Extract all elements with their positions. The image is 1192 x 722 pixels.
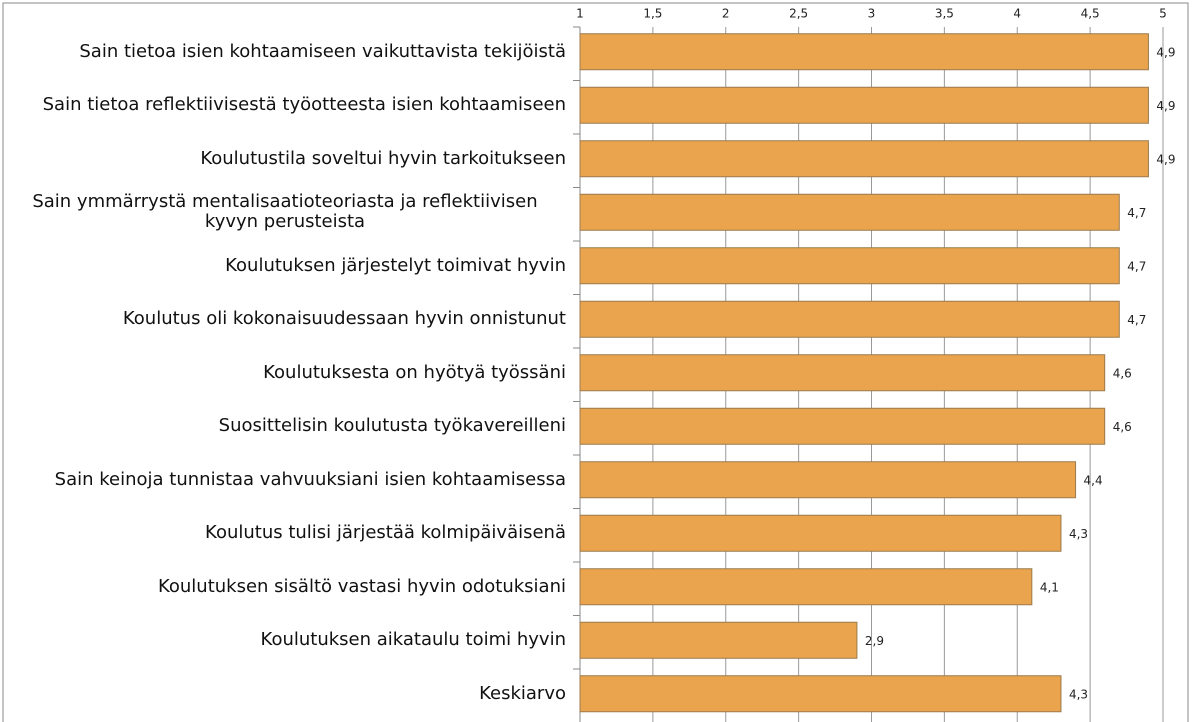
category-label: Sain tietoa reflektiivisestä työotteesta… (42, 94, 566, 116)
value-label: 4,7 (1127, 206, 1146, 220)
category-label: Koulutus oli kokonaisuudessaan hyvin onn… (122, 308, 566, 330)
bar (579, 675, 1062, 713)
bar (579, 300, 1120, 338)
x-tick-label: 2 (722, 7, 730, 21)
bar (579, 354, 1106, 392)
category-label-box: Koulutus oli kokonaisuudessaan hyvin onn… (4, 294, 566, 344)
x-tick-label: 5 (1159, 7, 1167, 21)
x-tick-label: 2,5 (789, 7, 808, 21)
value-label: 4,6 (1113, 420, 1132, 434)
bar (579, 407, 1106, 445)
bar (579, 568, 1033, 606)
value-label: 4,9 (1156, 99, 1175, 113)
bar (579, 247, 1120, 285)
value-label: 4,3 (1069, 687, 1088, 701)
category-label-box: Sain tietoa reflektiivisestä työotteesta… (4, 80, 566, 130)
bar (579, 461, 1077, 499)
category-label: Sain keinoja tunnistaa vahvuuksiani isie… (54, 468, 566, 490)
category-label-box: Koulutuksen järjestelyt toimivat hyvin (4, 241, 566, 291)
bar (579, 193, 1120, 231)
value-label: 4,7 (1127, 313, 1146, 327)
category-label-box: Koulutus tulisi järjestää kolmipäiväisen… (4, 508, 566, 558)
category-label: Sain ymmärrystä mentalisaatioteoriasta j… (32, 191, 538, 233)
category-label: Koulutustila soveltui hyvin tarkoituksee… (200, 147, 566, 169)
category-label: Koulutuksen järjestelyt toimivat hyvin (225, 254, 566, 276)
category-label: Koulutuksesta on hyötyä työssäni (263, 361, 566, 383)
value-label: 4,9 (1156, 152, 1175, 166)
value-label: 4,3 (1069, 527, 1088, 541)
bar (579, 514, 1062, 552)
x-tick-label: 3 (868, 7, 876, 21)
category-label-box: Sain keinoja tunnistaa vahvuuksiani isie… (4, 455, 566, 505)
category-label-box: Sain tietoa isien kohtaamiseen vaikuttav… (4, 27, 566, 77)
category-label: Keskiarvo (479, 682, 566, 704)
category-label-box: Koulutuksesta on hyötyä työssäni (4, 348, 566, 398)
category-label-box: Koulutustila soveltui hyvin tarkoituksee… (4, 134, 566, 184)
value-label: 2,9 (865, 634, 884, 648)
category-label-box: Suosittelisin koulutusta työkavereilleni (4, 401, 566, 451)
category-label: Koulutuksen sisältö vastasi hyvin odotuk… (157, 575, 566, 597)
x-tick-label: 3,5 (935, 7, 954, 21)
bar (579, 86, 1149, 124)
value-label: 4,1 (1040, 580, 1059, 594)
category-label-box: Sain ymmärrystä mentalisaatioteoriasta j… (4, 187, 566, 237)
category-label-box: Koulutuksen sisältö vastasi hyvin odotuk… (4, 562, 566, 612)
value-label: 4,7 (1127, 259, 1146, 273)
x-tick-label: 4,5 (1081, 7, 1100, 21)
category-label: Suosittelisin koulutusta työkavereilleni (218, 415, 566, 437)
value-label: 4,6 (1113, 366, 1132, 380)
bar (579, 33, 1149, 71)
category-label: Koulutus tulisi järjestää kolmipäiväisen… (205, 522, 566, 544)
bar (579, 621, 858, 659)
bar (579, 140, 1149, 178)
category-label: Sain tietoa isien kohtaamiseen vaikuttav… (79, 40, 566, 62)
category-label-box: Keskiarvo (4, 669, 566, 719)
x-tick-label: 1,5 (643, 7, 662, 21)
x-tick-label: 4 (1013, 7, 1021, 21)
x-tick-label: 1 (576, 7, 584, 21)
value-label: 4,9 (1156, 45, 1175, 59)
value-label: 4,4 (1084, 473, 1103, 487)
category-label-box: Koulutuksen aikataulu toimi hyvin (4, 615, 566, 665)
category-label: Koulutuksen aikataulu toimi hyvin (260, 629, 566, 651)
